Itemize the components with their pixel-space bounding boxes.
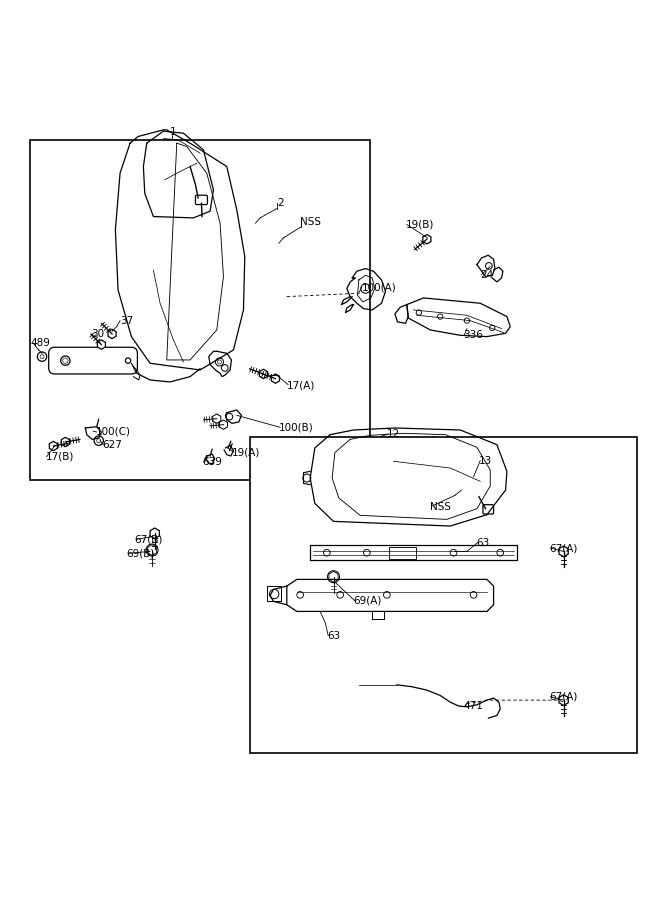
FancyBboxPatch shape	[49, 347, 137, 374]
Text: 471: 471	[464, 701, 484, 711]
FancyBboxPatch shape	[195, 195, 207, 204]
Text: 100(B): 100(B)	[279, 422, 313, 432]
Bar	[389, 546, 416, 559]
Text: 69(B): 69(B)	[127, 548, 155, 558]
Polygon shape	[213, 414, 221, 423]
Text: 639: 639	[202, 457, 222, 467]
Text: 17(A): 17(A)	[287, 381, 315, 391]
Bar	[250, 436, 637, 753]
Text: 627: 627	[102, 440, 122, 450]
Polygon shape	[150, 528, 159, 539]
Text: 67(A): 67(A)	[549, 543, 578, 553]
Polygon shape	[147, 544, 157, 555]
Polygon shape	[559, 546, 568, 557]
Polygon shape	[108, 329, 116, 338]
FancyBboxPatch shape	[483, 505, 494, 514]
Text: 37: 37	[120, 316, 133, 326]
Text: 63: 63	[327, 631, 340, 641]
Text: NSS: NSS	[430, 501, 451, 512]
Text: 336: 336	[464, 330, 484, 340]
Text: 17(B): 17(B)	[45, 452, 74, 462]
Text: 100(A): 100(A)	[362, 283, 396, 293]
Text: 1: 1	[170, 127, 177, 137]
Polygon shape	[259, 369, 267, 379]
Text: 19(B): 19(B)	[406, 220, 434, 230]
Polygon shape	[329, 572, 338, 582]
Polygon shape	[49, 441, 57, 451]
Text: 67(A): 67(A)	[549, 692, 578, 702]
Text: 489: 489	[31, 338, 51, 348]
Text: 30: 30	[91, 328, 105, 339]
Text: 12: 12	[387, 429, 400, 439]
Polygon shape	[423, 235, 431, 244]
Text: 67(B): 67(B)	[135, 535, 163, 544]
Text: 2: 2	[277, 198, 283, 208]
Text: 69(A): 69(A)	[354, 596, 382, 606]
Polygon shape	[97, 340, 105, 349]
Text: 13: 13	[479, 455, 492, 465]
Text: 100(C): 100(C)	[95, 427, 130, 437]
Text: 63: 63	[476, 537, 490, 548]
Polygon shape	[559, 695, 568, 706]
Polygon shape	[61, 437, 69, 446]
Polygon shape	[271, 374, 279, 383]
Text: 24: 24	[480, 270, 494, 280]
Bar	[267, 586, 281, 601]
Text: 19(A): 19(A)	[232, 447, 261, 457]
Polygon shape	[219, 420, 227, 429]
Bar	[30, 140, 370, 480]
Text: NSS: NSS	[300, 217, 321, 227]
